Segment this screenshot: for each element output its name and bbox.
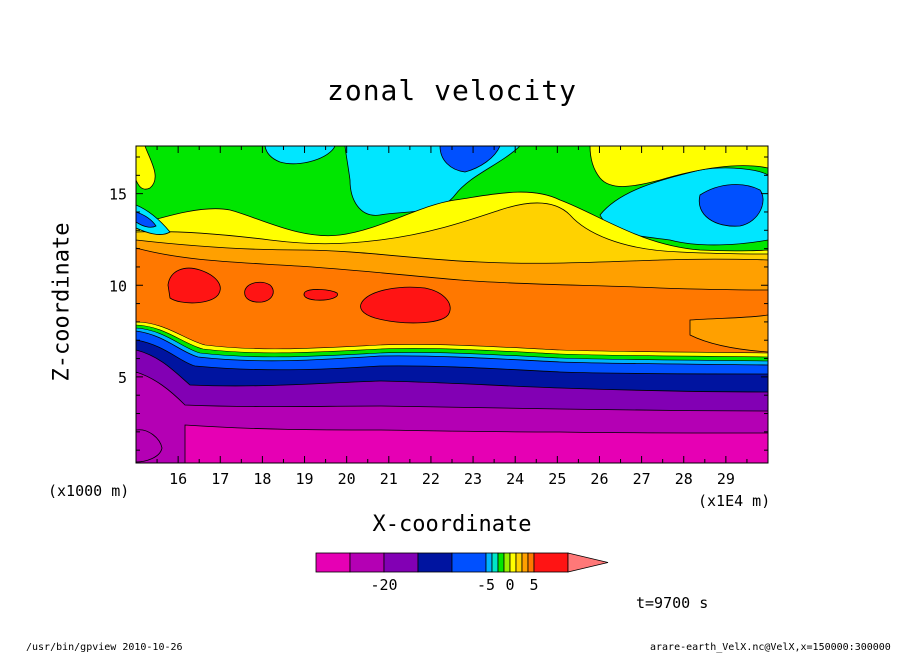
colorbar-swatch [509, 552, 517, 573]
y-tick-label: 5 [118, 369, 127, 387]
colorbar-label: -20 [370, 576, 397, 594]
x-tick-label: 27 [633, 470, 651, 488]
x-tick-label: 22 [422, 470, 440, 488]
colorbar-swatch [503, 552, 511, 573]
colorbar-label: 0 [505, 576, 514, 594]
band-orange-right [689, 314, 768, 353]
chart-title: zonal velocity [326, 74, 577, 107]
colorbar-swatch [349, 552, 385, 573]
colorbar-arrow [567, 552, 609, 573]
colorbar-swatch [383, 552, 419, 573]
colorbar-swatch [527, 552, 535, 573]
colorbar: -20 -5 0 5 [315, 552, 609, 594]
colorbar-swatch [533, 552, 569, 573]
x-tick-label: 28 [675, 470, 693, 488]
x-tick-label: 24 [506, 470, 524, 488]
band-left-blue [136, 211, 157, 228]
band-cyan-top [264, 146, 336, 165]
band-left-yellow [136, 146, 156, 190]
colorbar-swatch [521, 552, 529, 573]
x-unit-label: (x1E4 m) [698, 492, 771, 510]
x-tick-label: 17 [211, 470, 229, 488]
x-tick-label: 16 [169, 470, 187, 488]
band-red-2 [244, 281, 274, 303]
x-tick-label: 20 [338, 470, 356, 488]
band-blue-right [698, 184, 764, 227]
y-axis: 5 10 15 [109, 156, 768, 451]
x-tick-label: 25 [548, 470, 566, 488]
x-tick-label: 18 [253, 470, 271, 488]
y-unit-label: (x1000 m) [48, 482, 130, 500]
band-red-4 [360, 286, 451, 324]
band-yellow-top [589, 146, 768, 187]
colorbar-swatch [451, 552, 487, 573]
x-tick-label: 19 [296, 470, 314, 488]
x-tick-label: 23 [464, 470, 482, 488]
x-tick-label: 29 [717, 470, 735, 488]
footer-right: arare-earth_VelX.nc@VelX,x=150000:300000 [650, 642, 891, 653]
time-label: t=9700 s [636, 594, 709, 612]
y-tick-label: 15 [109, 186, 127, 204]
x-axis: 16 17 18 19 20 21 22 23 24 25 26 27 28 29 [156, 146, 748, 488]
band-blue-top [439, 146, 501, 173]
colorbar-swatch [515, 552, 523, 573]
colorbar-swatch [417, 552, 453, 573]
x-tick-label: 21 [380, 470, 398, 488]
contour-plot-area [136, 146, 768, 463]
y-axis-label: Z-coordinate [49, 222, 75, 382]
colorbar-label: -5 [477, 576, 495, 594]
band-left-cyan [136, 204, 171, 235]
band-red-1 [167, 267, 221, 304]
band-magenta [184, 424, 768, 463]
colorbar-swatch [485, 552, 493, 573]
band-red-3 [303, 289, 338, 301]
footer-left: /usr/bin/gpview 2010-10-26 [26, 642, 183, 653]
colorbar-label: 5 [529, 576, 538, 594]
x-tick-label: 26 [590, 470, 608, 488]
y-tick-label: 10 [109, 277, 127, 295]
colorbar-swatch [315, 552, 351, 573]
band-left-violet-patch [136, 429, 163, 463]
x-axis-label: X-coordinate [372, 512, 532, 537]
colorbar-swatch [497, 552, 505, 573]
colorbar-swatch [491, 552, 499, 573]
